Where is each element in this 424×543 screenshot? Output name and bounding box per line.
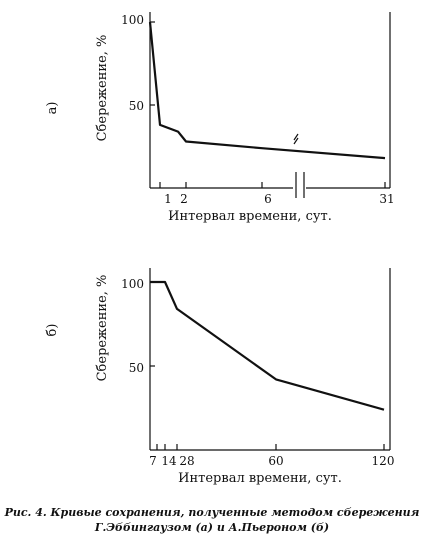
panel-a-ytick-50: 50 (129, 99, 144, 113)
panel-b-xtick-28: 28 (179, 454, 194, 468)
panel-b-ticks (150, 281, 385, 450)
panel-a-xtick-2: 2 (180, 192, 188, 206)
panel-a-xtick-1: 1 (164, 192, 172, 206)
panel-a-series-line (148, 21, 386, 160)
panel-a-break-mark-upper (293, 133, 299, 145)
figure-caption-line1: Рис. 4. Кривые сохранения, полученные ме… (4, 506, 420, 519)
figure-caption-line2: Г.Эббингаузом (а) и А.Пьероном (б) (94, 521, 329, 534)
panel-b-label: б) (45, 324, 60, 337)
panel-b-ylabel: Сбережение, % (95, 275, 110, 382)
panel-b-xlabel: Интервал времени, сут. (178, 471, 342, 486)
panel-b-series-line (150, 280, 385, 411)
panel-a-xtick-6: 6 (264, 192, 272, 206)
panel-a-label: а) (45, 102, 60, 115)
panel-a-ytick-100: 100 (121, 13, 144, 27)
panel-a-ticks (150, 21, 386, 188)
panel-b-xtick-60: 60 (268, 454, 283, 468)
panel-b: б) Сбережение, % 100 50 7 14 28 60 120 И… (45, 268, 394, 486)
panel-b-ytick-50: 50 (129, 361, 144, 375)
panel-b-ytick-100: 100 (121, 277, 144, 291)
panel-b-xtick-120: 120 (372, 454, 395, 468)
panel-a-xtick-31: 31 (379, 192, 394, 206)
panel-b-xtick-7: 7 (149, 454, 157, 468)
panel-a-ylabel: Сбережение, % (95, 35, 110, 142)
panel-b-xtick-14: 14 (161, 454, 177, 468)
panel-a: а) Сбережение, % 100 50 1 2 6 31 Интерва… (45, 12, 395, 224)
panel-a-xlabel: Интервал времени, сут. (168, 209, 332, 224)
